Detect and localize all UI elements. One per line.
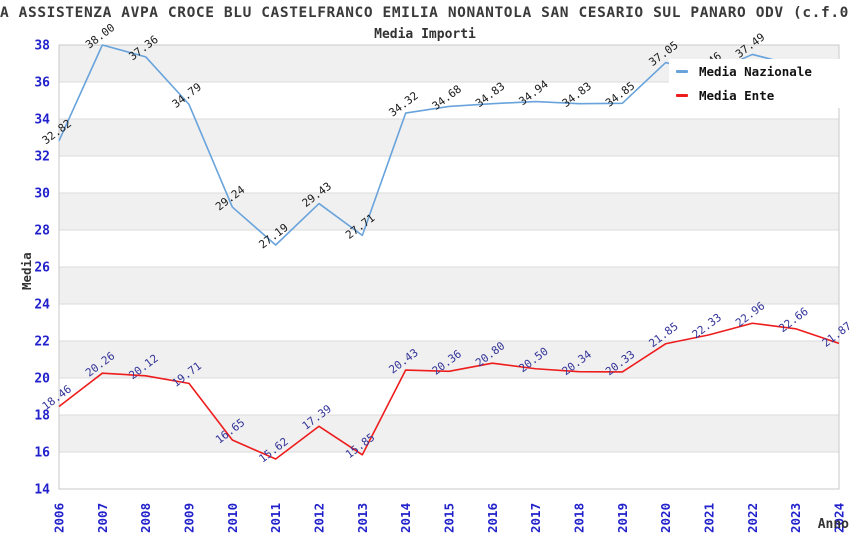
x-tick-label: 2020 — [658, 503, 673, 533]
x-tick-label: 2008 — [138, 503, 153, 533]
y-tick-label: 34 — [34, 113, 50, 128]
x-tick-label: 2022 — [745, 503, 760, 533]
point-value-label: 34.83 — [473, 80, 507, 110]
x-tick-label: 2019 — [615, 503, 630, 533]
point-value-label: 18.46 — [40, 383, 74, 413]
x-tick-label: 2018 — [572, 503, 587, 533]
plot-band — [59, 119, 839, 156]
x-tick-label: 2014 — [398, 503, 413, 533]
y-axis-title: Media — [19, 252, 34, 290]
point-value-label: 22.66 — [776, 305, 810, 335]
plot-band — [59, 267, 839, 304]
y-tick-label: 16 — [34, 446, 50, 461]
legend-item-media-ente: Media Ente — [669, 84, 842, 107]
chart-legend: Media Nazionale Media Ente — [669, 59, 842, 108]
y-tick-label: 30 — [34, 187, 50, 202]
x-tick-label: 2017 — [528, 503, 543, 533]
y-tick-label: 26 — [34, 261, 50, 276]
chart-title: A ASSISTENZA AVPA CROCE BLU CASTELFRANCO… — [0, 5, 850, 21]
x-tick-label: 2015 — [442, 503, 457, 533]
x-tick-label: 2023 — [788, 503, 803, 533]
y-tick-label: 36 — [34, 76, 50, 91]
y-tick-label: 38 — [34, 39, 50, 54]
x-tick-label: 2024 — [832, 503, 847, 533]
series-line-media-ente — [58, 322, 840, 460]
x-tick-label: 2011 — [268, 503, 283, 533]
x-tick-label: 2012 — [312, 503, 327, 533]
plot-band — [59, 415, 839, 452]
x-axis-title: Anno — [818, 517, 849, 532]
y-tick-label: 14 — [34, 483, 50, 498]
plot-band — [59, 193, 839, 230]
y-tick-label: 24 — [34, 298, 50, 313]
y-tick-label: 32 — [34, 150, 50, 165]
y-tick-label: 28 — [34, 224, 50, 239]
media-nazionale-line-swatch-icon — [676, 70, 688, 73]
legend-label: Media Nazionale — [699, 64, 812, 79]
x-tick-label: 2007 — [95, 503, 110, 533]
media-ente-line-swatch-icon — [676, 94, 688, 97]
legend-item-media-nazionale: Media Nazionale — [669, 60, 842, 83]
point-value-label: 34.79 — [170, 80, 204, 110]
point-value-label: 22.33 — [690, 311, 724, 341]
y-tick-label: 22 — [34, 335, 50, 350]
plot-border — [58, 44, 840, 490]
y-tick-label: 20 — [34, 372, 50, 387]
x-tick-label: 2010 — [225, 503, 240, 533]
point-value-label: 34.83 — [560, 80, 594, 110]
x-tick-label: 2013 — [355, 503, 370, 533]
point-value-label: 34.68 — [430, 82, 464, 112]
legend-label: Media Ente — [699, 88, 775, 103]
point-value-label: 34.32 — [386, 89, 420, 119]
x-tick-label: 2021 — [702, 503, 717, 533]
x-tick-label: 2006 — [52, 503, 67, 533]
x-tick-label: 2016 — [485, 503, 500, 533]
chart-subtitle: Media Importi — [374, 27, 476, 42]
x-tick-label: 2009 — [182, 503, 197, 533]
y-tick-label: 18 — [34, 409, 50, 424]
